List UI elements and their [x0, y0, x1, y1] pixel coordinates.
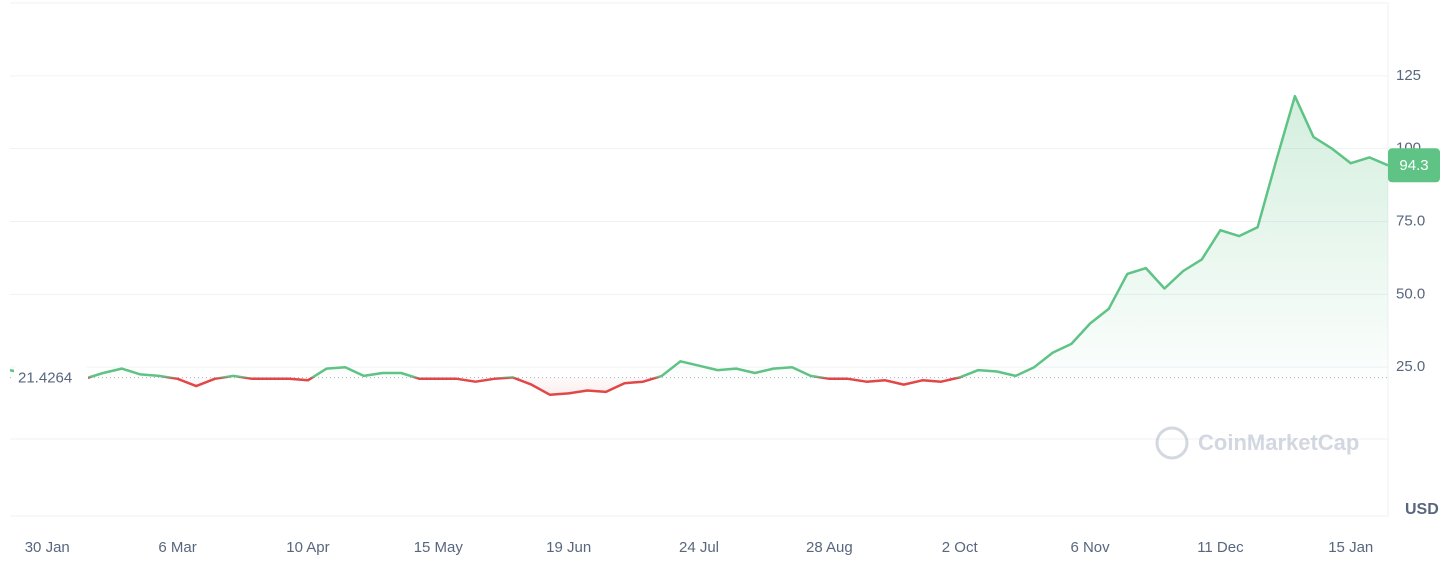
x-tick-label: 11 Dec: [1197, 539, 1244, 556]
x-tick-label: 15 May: [414, 539, 464, 556]
price-area: [10, 96, 1388, 395]
x-tick-label: 15 Jan: [1328, 539, 1373, 556]
baseline-label: 21.4264: [18, 370, 72, 387]
price-line: [9, 94, 1389, 397]
y-tick-label: 125: [1396, 67, 1421, 84]
watermark: CoinMarketCap: [1155, 426, 1359, 460]
currency-label: USD: [1405, 501, 1439, 518]
x-tick-label: 6 Nov: [1070, 539, 1110, 556]
last-price-tag: [1388, 148, 1440, 183]
last-price-label: 94.3: [1399, 157, 1428, 174]
x-tick-label: 10 Apr: [286, 539, 329, 556]
x-tick-label: 19 Jun: [546, 539, 591, 556]
x-tick-label: 2 Oct: [942, 539, 979, 556]
x-tick-label: 30 Jan: [25, 539, 70, 556]
y-tick-label: 75.0: [1396, 212, 1425, 229]
x-tick-label: 28 Aug: [806, 539, 853, 556]
x-tick-label: 6 Mar: [158, 539, 196, 556]
x-tick-label: 24 Jul: [679, 539, 719, 556]
baseline-label-bg: [14, 366, 88, 389]
y-tick-label: 50.0: [1396, 285, 1425, 302]
watermark-text: CoinMarketCap: [1198, 430, 1359, 455]
y-tick-label: 25.0: [1396, 358, 1425, 375]
